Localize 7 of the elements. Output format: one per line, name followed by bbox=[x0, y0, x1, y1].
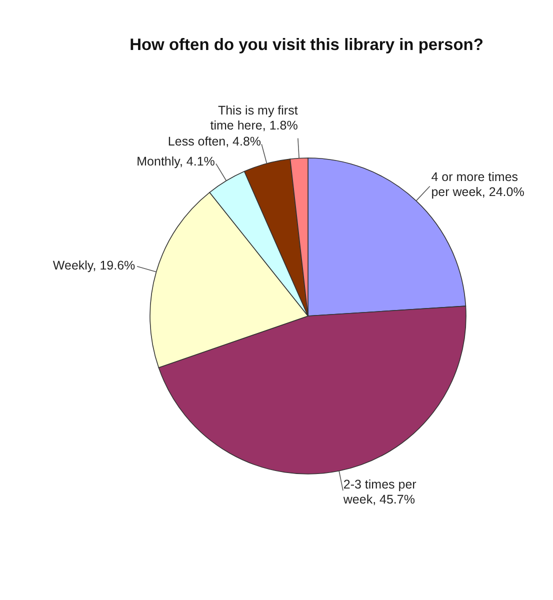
slice-label: 4 or more times per week, 24.0% bbox=[431, 170, 524, 199]
slice-label: Less often, 4.8% bbox=[168, 134, 262, 149]
slice-label: Monthly, 4.1% bbox=[136, 154, 215, 168]
slice-label: 2-3 times per week, 45.7% bbox=[342, 477, 416, 506]
slice-label: This is my first time here, 1.8% bbox=[210, 103, 298, 132]
chart-title: How often do you visit this library in person? bbox=[128, 36, 484, 55]
slice-label: Weekly, 19.6% bbox=[52, 258, 136, 272]
